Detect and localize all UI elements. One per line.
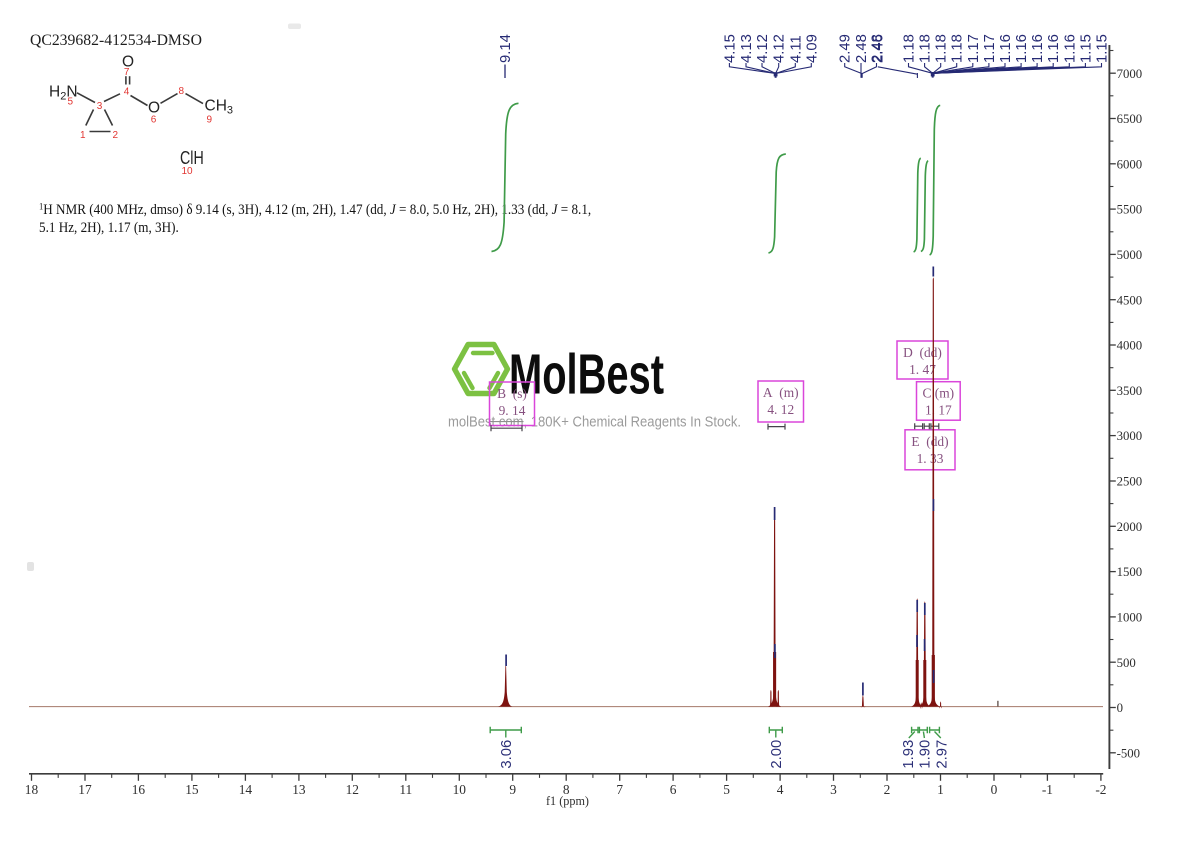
svg-text:6000: 6000 bbox=[1117, 157, 1143, 171]
svg-text:1. 33: 1. 33 bbox=[917, 451, 944, 466]
svg-text:1.16: 1.16 bbox=[1030, 34, 1046, 63]
svg-text:16: 16 bbox=[132, 782, 146, 797]
svg-text:12: 12 bbox=[346, 782, 359, 797]
svg-text:3: 3 bbox=[97, 101, 103, 112]
svg-text:7: 7 bbox=[616, 782, 623, 797]
svg-text:9. 14: 9. 14 bbox=[499, 403, 526, 418]
svg-text:1.18: 1.18 bbox=[918, 34, 934, 63]
svg-text:0: 0 bbox=[991, 782, 998, 797]
svg-text:MolBest: MolBest bbox=[509, 343, 664, 407]
svg-text:5.1 Hz, 2H), 1.17 (m, 3H).: 5.1 Hz, 2H), 1.17 (m, 3H). bbox=[39, 220, 179, 236]
svg-text:4: 4 bbox=[124, 87, 130, 98]
svg-text:7000: 7000 bbox=[1117, 67, 1143, 81]
svg-text:13: 13 bbox=[292, 782, 306, 797]
svg-text:1.17: 1.17 bbox=[966, 34, 982, 63]
svg-text:7: 7 bbox=[124, 67, 130, 78]
svg-text:C (m): C (m) bbox=[923, 386, 955, 401]
svg-text:1. 47: 1. 47 bbox=[909, 362, 936, 377]
svg-text:500: 500 bbox=[1117, 656, 1136, 670]
svg-text:1: 1 bbox=[80, 130, 86, 141]
svg-text:5: 5 bbox=[68, 97, 74, 108]
svg-text:4500: 4500 bbox=[1117, 293, 1143, 307]
svg-text:1.15: 1.15 bbox=[1094, 34, 1110, 63]
svg-text:3000: 3000 bbox=[1117, 429, 1143, 443]
svg-text:-2: -2 bbox=[1095, 782, 1106, 797]
svg-text:4.11: 4.11 bbox=[788, 35, 804, 63]
svg-text:2: 2 bbox=[113, 130, 119, 141]
svg-text:ClH: ClH bbox=[180, 148, 204, 168]
svg-text:6500: 6500 bbox=[1117, 112, 1143, 126]
svg-text:6: 6 bbox=[670, 782, 677, 797]
svg-text:4. 12: 4. 12 bbox=[767, 402, 794, 417]
svg-text:1.15: 1.15 bbox=[1078, 34, 1094, 63]
svg-text:14: 14 bbox=[239, 782, 253, 797]
svg-text:1: 1 bbox=[937, 782, 944, 797]
svg-text:molBest.com, 180K+ Chemical Re: molBest.com, 180K+ Chemical Reagents In … bbox=[448, 415, 741, 431]
svg-text:4.13: 4.13 bbox=[739, 34, 755, 63]
svg-text:2.48: 2.48 bbox=[854, 34, 870, 63]
svg-text:B (s): B (s) bbox=[497, 386, 527, 401]
svg-text:1.18: 1.18 bbox=[902, 34, 918, 63]
svg-text:O: O bbox=[148, 100, 160, 117]
svg-text:15: 15 bbox=[185, 782, 199, 797]
svg-text:4000: 4000 bbox=[1117, 339, 1143, 353]
svg-text:18: 18 bbox=[25, 782, 39, 797]
svg-text:0: 0 bbox=[1117, 701, 1123, 715]
svg-text:3.06: 3.06 bbox=[499, 740, 515, 769]
svg-text:5500: 5500 bbox=[1117, 203, 1143, 217]
svg-text:3500: 3500 bbox=[1117, 384, 1143, 398]
svg-text:1.16: 1.16 bbox=[998, 34, 1014, 63]
svg-text:5000: 5000 bbox=[1117, 248, 1143, 262]
svg-text:2.49: 2.49 bbox=[838, 34, 854, 63]
svg-text:3: 3 bbox=[830, 782, 837, 797]
svg-text:2.48: 2.48 bbox=[869, 34, 885, 63]
svg-text:1.16: 1.16 bbox=[1062, 34, 1078, 63]
svg-text:2000: 2000 bbox=[1117, 520, 1143, 534]
svg-text:1H NMR (400 MHz, dmso) δ 9.14: 1H NMR (400 MHz, dmso) δ 9.14 (s, 3H), 4… bbox=[39, 201, 591, 218]
svg-text:CH3: CH3 bbox=[205, 98, 234, 117]
svg-text:-500: -500 bbox=[1117, 746, 1140, 760]
svg-text:-1: -1 bbox=[1042, 782, 1053, 797]
svg-text:QC239682-412534-DMSO: QC239682-412534-DMSO bbox=[30, 32, 202, 49]
svg-text:E (dd): E (dd) bbox=[911, 434, 948, 449]
svg-text:6: 6 bbox=[151, 115, 157, 126]
svg-text:11: 11 bbox=[399, 782, 412, 797]
svg-text:2: 2 bbox=[884, 782, 891, 797]
svg-text:1. 17: 1. 17 bbox=[925, 403, 952, 418]
svg-text:2.00: 2.00 bbox=[769, 740, 785, 769]
svg-text:9.14: 9.14 bbox=[498, 34, 514, 63]
svg-text:10: 10 bbox=[182, 166, 194, 177]
svg-text:9: 9 bbox=[207, 115, 213, 126]
svg-text:5: 5 bbox=[723, 782, 730, 797]
svg-text:4.09: 4.09 bbox=[804, 34, 820, 63]
svg-text:O: O bbox=[122, 54, 134, 71]
svg-text:4.15: 4.15 bbox=[722, 34, 738, 63]
svg-text:2500: 2500 bbox=[1117, 475, 1143, 489]
svg-text:1.18: 1.18 bbox=[950, 34, 966, 63]
svg-text:1.93: 1.93 bbox=[901, 740, 917, 769]
svg-text:1000: 1000 bbox=[1117, 611, 1143, 625]
svg-text:4.12: 4.12 bbox=[755, 34, 771, 63]
svg-text:1500: 1500 bbox=[1117, 565, 1143, 579]
svg-text:H2N: H2N bbox=[49, 84, 78, 103]
svg-text:A (m): A (m) bbox=[763, 385, 799, 400]
svg-text:1.16: 1.16 bbox=[1046, 34, 1062, 63]
svg-text:1.90: 1.90 bbox=[918, 740, 934, 769]
svg-text:1.17: 1.17 bbox=[982, 34, 998, 63]
svg-text:2.46: 2.46 bbox=[871, 34, 887, 63]
svg-text:9: 9 bbox=[509, 782, 516, 797]
svg-text:10: 10 bbox=[453, 782, 467, 797]
svg-text:f1 (ppm): f1 (ppm) bbox=[546, 794, 589, 808]
svg-text:2.97: 2.97 bbox=[935, 740, 951, 769]
svg-text:1.16: 1.16 bbox=[1014, 34, 1030, 63]
svg-text:1.18: 1.18 bbox=[934, 34, 950, 63]
svg-text:17: 17 bbox=[78, 782, 92, 797]
svg-text:8: 8 bbox=[563, 782, 570, 797]
svg-text:8: 8 bbox=[179, 86, 185, 97]
svg-text:4: 4 bbox=[777, 782, 784, 797]
svg-text:4.12: 4.12 bbox=[772, 34, 788, 63]
svg-text:D (dd): D (dd) bbox=[903, 345, 942, 360]
